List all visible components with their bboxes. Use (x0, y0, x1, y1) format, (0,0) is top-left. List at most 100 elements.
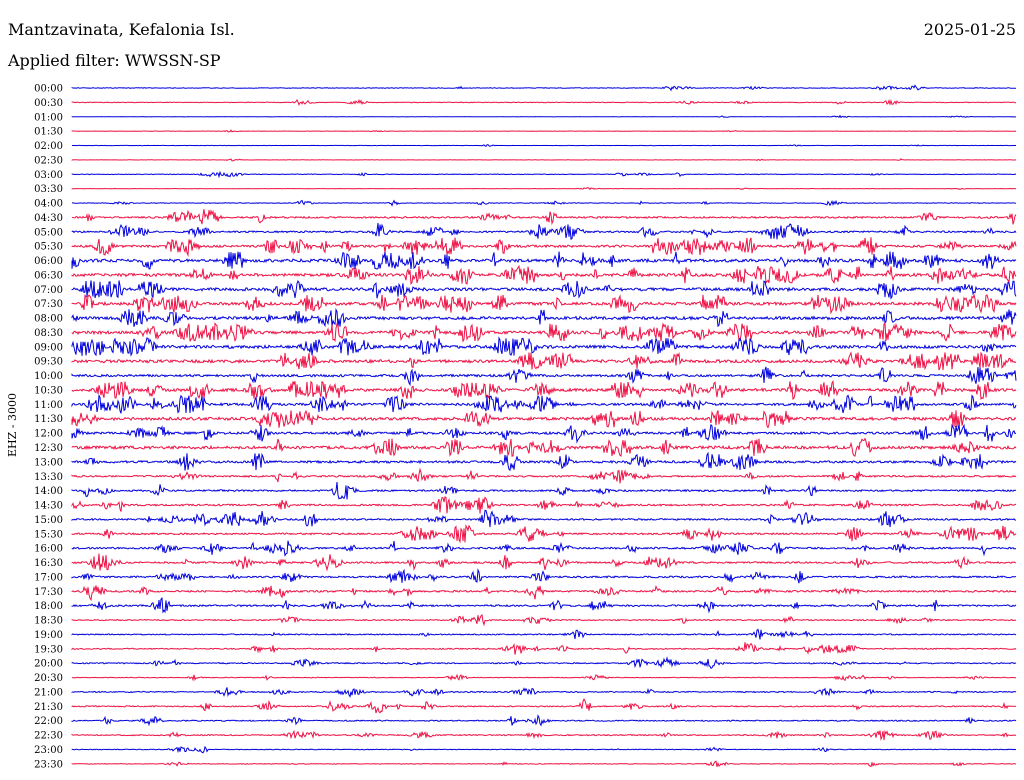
time-tick-label: 01:00 (34, 112, 63, 123)
trace-line (71, 129, 1017, 133)
trace-line (71, 264, 1017, 285)
channel-label: EHZ - 3000 (6, 393, 19, 457)
time-tick-label: 12:30 (34, 443, 63, 454)
time-tick-label: 07:00 (34, 285, 63, 296)
trace-line (71, 437, 1017, 457)
time-tick-label: 15:30 (34, 529, 63, 540)
trace-line (71, 199, 1017, 207)
time-tick-label: 17:30 (34, 587, 63, 598)
trace-line (71, 336, 1017, 357)
time-tick-label: 22:00 (34, 716, 63, 727)
trace-line (71, 98, 1016, 106)
time-tick-label: 15:00 (34, 515, 63, 526)
time-tick-label: 01:30 (34, 127, 63, 138)
time-tick-label: 10:30 (34, 385, 63, 396)
time-tick-label: 05:00 (34, 227, 63, 238)
trace-line (71, 642, 1017, 655)
trace-line (71, 628, 1017, 640)
trace-line (71, 509, 1017, 528)
time-tick-label: 06:00 (34, 256, 63, 267)
trace-line (71, 482, 1017, 500)
time-tick-label: 03:00 (34, 170, 63, 181)
time-tick-label: 14:30 (34, 501, 63, 512)
trace-line (71, 208, 1017, 226)
time-tick-label: 23:00 (34, 745, 63, 756)
time-tick-label: 07:30 (34, 299, 63, 310)
time-tick-label: 20:30 (34, 673, 63, 684)
time-tick-label: 13:00 (34, 457, 63, 468)
trace-line (71, 237, 1017, 257)
trace-line (71, 496, 1017, 514)
trace-line (71, 222, 1017, 240)
trace-line (71, 729, 1017, 742)
trace-line (71, 540, 1017, 557)
trace-line (71, 451, 1017, 472)
time-tick-label: 13:30 (34, 472, 63, 483)
time-tick-label: 05:30 (34, 242, 63, 253)
trace-line (71, 584, 1017, 602)
trace-line (71, 187, 1017, 191)
trace-line (71, 280, 1017, 300)
time-tick-label: 09:00 (34, 342, 63, 353)
trace-line (71, 760, 1017, 768)
trace-line (71, 467, 1017, 484)
time-tick-label: 20:00 (34, 659, 63, 670)
time-tick-label: 10:00 (34, 371, 63, 382)
trace-line (71, 307, 1017, 328)
time-tick-label: 08:30 (34, 328, 63, 339)
trace-line (71, 597, 1017, 614)
trace-line (71, 524, 1017, 544)
time-tick-label: 00:00 (34, 84, 63, 95)
trace-line (71, 393, 1017, 414)
trace-line (71, 673, 1016, 682)
trace-line (71, 656, 1017, 669)
time-tick-label: 00:30 (34, 98, 63, 109)
time-tick-label: 21:00 (34, 687, 63, 698)
trace-line (71, 613, 1017, 627)
time-tick-label: 03:30 (34, 184, 63, 195)
trace-line (71, 697, 1017, 714)
time-tick-label: 22:30 (34, 731, 63, 742)
trace-line (71, 170, 1017, 179)
tick-labels: 00:00 00:30 01:00 01:30 02:00 02:30 03:00 03:30… (34, 84, 63, 771)
time-tick-label: 19:30 (34, 644, 63, 655)
trace-line (72, 144, 1017, 147)
time-tick-label: 11:30 (34, 414, 63, 425)
trace-line (71, 745, 1016, 754)
time-tick-label: 16:00 (34, 544, 63, 555)
date-label: 2025-01-25 (923, 20, 1016, 39)
trace-line (71, 379, 1017, 401)
time-tick-label: 23:30 (34, 759, 63, 770)
time-tick-label: 17:00 (34, 572, 63, 583)
time-tick-label: 18:00 (34, 601, 63, 612)
trace-line (71, 293, 1017, 315)
trace-line (71, 322, 1017, 343)
trace-line (71, 84, 1016, 92)
time-tick-label: 09:30 (34, 357, 63, 368)
traces-group (71, 84, 1017, 768)
trace-line (71, 714, 1017, 727)
trace-line (71, 114, 1016, 119)
filter-label: Applied filter: WWSSN-SP (8, 51, 221, 70)
trace-line (71, 351, 1017, 371)
trace-line (71, 423, 1017, 444)
time-tick-label: 04:00 (34, 199, 63, 210)
time-tick-label: 06:30 (34, 270, 63, 281)
trace-line (71, 366, 1017, 387)
time-tick-label: 04:30 (34, 213, 63, 224)
time-tick-label: 18:30 (34, 616, 63, 627)
trace-line (71, 251, 1017, 270)
time-tick-label: 19:00 (34, 630, 63, 641)
trace-line (71, 158, 1017, 162)
time-tick-label: 02:30 (34, 155, 63, 166)
trace-line (71, 687, 1017, 698)
time-tick-label: 16:30 (34, 558, 63, 569)
time-tick-label: 02:00 (34, 141, 63, 152)
time-tick-label: 14:00 (34, 486, 63, 497)
station-title: Mantzavinata, Kefalonia Isl. (8, 20, 235, 39)
trace-line (71, 568, 1017, 584)
time-tick-label: 12:00 (34, 429, 63, 440)
time-tick-label: 08:00 (34, 314, 63, 325)
time-tick-label: 11:00 (34, 400, 63, 411)
